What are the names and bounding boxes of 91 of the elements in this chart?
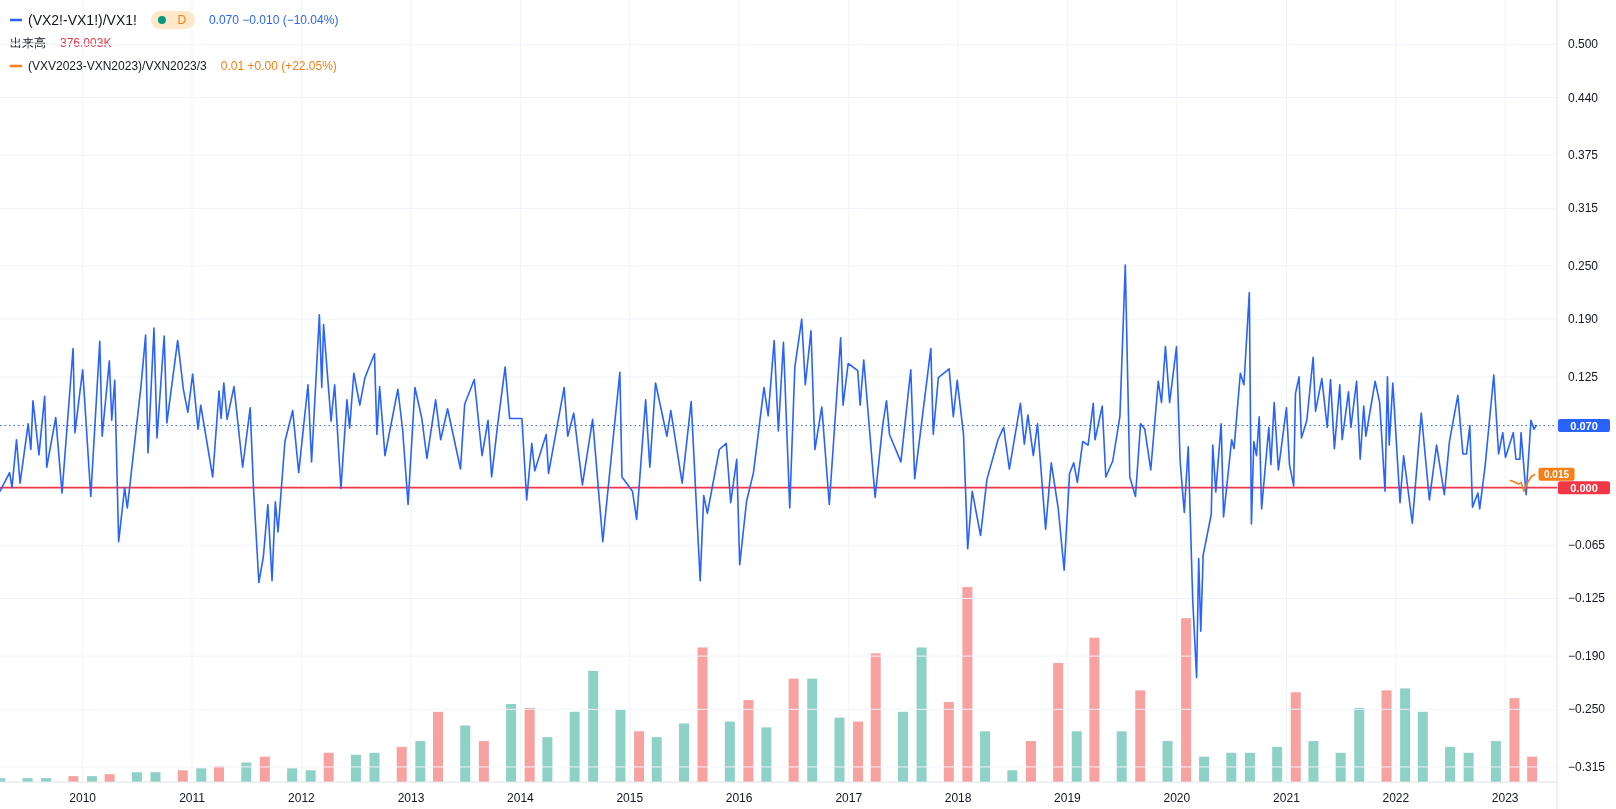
bar <box>1135 690 1146 782</box>
y-tick-label: 0.125 <box>1568 369 1599 384</box>
bar <box>834 717 845 782</box>
bar <box>853 721 864 782</box>
y-tick-label: −0.065 <box>1568 538 1606 553</box>
x-tick-label: 2018 <box>944 791 972 805</box>
bar <box>196 768 207 782</box>
x-tick-label: 2012 <box>288 791 316 805</box>
bar <box>396 746 407 782</box>
bar <box>506 704 517 782</box>
bar <box>1162 741 1173 782</box>
bar <box>634 731 645 782</box>
bar <box>524 707 535 782</box>
y-tick-label: −0.250 <box>1568 702 1606 717</box>
bar <box>150 772 161 782</box>
x-tick-label: 2013 <box>397 791 425 805</box>
bar <box>1272 746 1283 782</box>
legend-label: (VX2!-VX1!)/VX1! <box>28 12 137 28</box>
bar <box>1381 690 1392 782</box>
bar <box>1089 637 1100 782</box>
x-tick-label: 2014 <box>507 791 535 805</box>
bar <box>678 723 689 782</box>
x-tick-label: 2015 <box>616 791 644 805</box>
x-tick-label: 2021 <box>1273 791 1301 805</box>
bar <box>1007 770 1018 782</box>
bar <box>305 770 316 782</box>
bar <box>1509 698 1520 782</box>
bar <box>980 731 991 782</box>
line-series <box>1509 473 1536 492</box>
x-tick-label: 2016 <box>725 791 753 805</box>
x-tick-label: 2020 <box>1163 791 1191 805</box>
bar <box>1490 741 1501 782</box>
bar <box>1400 688 1411 782</box>
y-tick-label: 0.315 <box>1568 201 1599 216</box>
annotation: 0.070 −0.010 (−10.04%) <box>208 13 339 27</box>
bar <box>1308 741 1319 782</box>
x-tick-label: 2011 <box>179 791 206 805</box>
ref-line-label: 0.070 <box>1570 419 1598 432</box>
bar <box>1290 692 1301 782</box>
y-tick-label: −0.125 <box>1568 591 1606 606</box>
bar <box>478 741 489 782</box>
x-tick-label: 2017 <box>835 791 863 805</box>
data-label: 0.015 <box>1544 468 1570 480</box>
y-tick-label: −0.315 <box>1568 759 1606 774</box>
bar <box>287 768 298 782</box>
bar <box>104 774 115 782</box>
bar <box>1181 618 1192 782</box>
bar <box>1116 731 1127 782</box>
bar <box>916 647 927 782</box>
x-tick-label: 2023 <box>1491 791 1519 805</box>
annotation: D <box>177 13 187 27</box>
bar <box>1025 741 1036 782</box>
bar <box>1445 746 1456 782</box>
y-tick-label: 0.440 <box>1568 90 1599 105</box>
bar <box>1417 711 1428 782</box>
bar <box>761 727 772 782</box>
legend-label: (VXV2023-VXN2023)/VXN2023/3 <box>28 59 208 73</box>
bar <box>788 678 799 782</box>
y-tick-label: 0.190 <box>1568 312 1599 327</box>
bar <box>131 772 142 782</box>
bar <box>724 721 735 782</box>
bar <box>433 711 444 782</box>
y-tick-label: 0.250 <box>1568 258 1599 273</box>
bar <box>743 700 754 782</box>
chart-title: 出来高 <box>10 36 46 50</box>
bar <box>1071 731 1082 782</box>
bar <box>897 711 908 782</box>
bar <box>569 711 580 782</box>
ref-line-label: 0.000 <box>1570 481 1598 494</box>
bar <box>943 702 954 782</box>
bar <box>542 737 553 782</box>
chart-subtitle: 376.003K <box>60 36 112 50</box>
bar <box>962 587 973 782</box>
bar <box>615 709 626 782</box>
y-tick-label: 0.375 <box>1568 148 1599 163</box>
bar <box>807 678 818 782</box>
bar <box>588 670 599 782</box>
bar <box>1053 663 1064 782</box>
x-tick-label: 2010 <box>69 791 97 805</box>
bar <box>415 741 426 782</box>
bar <box>1354 707 1365 782</box>
bar <box>177 770 188 782</box>
y-tick-label: 0.500 <box>1568 37 1599 52</box>
bar <box>870 653 881 782</box>
x-tick-label: 2022 <box>1382 791 1410 805</box>
y-tick-label: −0.190 <box>1568 649 1606 664</box>
x-tick-label: 2019 <box>1054 791 1082 805</box>
annotation: 0.01 +0.00 (+22.05%) <box>220 59 337 73</box>
bar <box>697 647 708 782</box>
bar <box>651 737 662 782</box>
bar <box>460 725 471 782</box>
